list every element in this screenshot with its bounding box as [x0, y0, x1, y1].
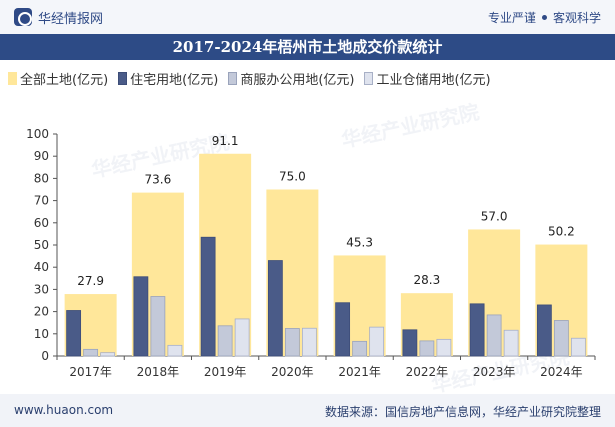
bar-industrial	[167, 344, 183, 357]
bar-residential	[66, 310, 82, 357]
x-tick-label: 2018年	[137, 365, 180, 379]
bar-commercial	[217, 325, 233, 357]
legend-item: 全部土地(亿元)	[8, 69, 108, 88]
bar-residential	[536, 304, 552, 357]
tagline: 专业严谨 客观科学	[488, 9, 601, 26]
footer-website[interactable]: www.huaon.com	[14, 403, 114, 417]
bar-residential	[469, 303, 485, 357]
bar-residential	[267, 260, 283, 357]
bar-commercial	[553, 320, 569, 357]
bar-residential	[133, 276, 149, 357]
bar-industrial	[369, 326, 385, 357]
bar-commercial	[352, 340, 368, 357]
y-tick-label: 50	[34, 238, 49, 252]
legend-label: 商服办公用地(亿元)	[240, 72, 355, 88]
data-label-total: 57.0	[481, 209, 508, 223]
footer-source: 数据来源：国信房地产信息网，华经产业研究院整理	[324, 405, 601, 419]
tagline-right: 客观科学	[552, 11, 601, 25]
data-label-total: 75.0	[279, 170, 306, 184]
x-tick-label: 2024年	[540, 365, 583, 379]
bar-industrial	[570, 337, 586, 357]
y-tick-label: 90	[34, 149, 49, 163]
brand: 华经情报网	[14, 7, 103, 27]
bar-residential	[335, 302, 351, 357]
legend-swatch	[8, 71, 17, 85]
tagline-left: 专业严谨	[487, 11, 536, 25]
bar-chart: 0 10 20 30 40 50 60 70 80 90 100 27.9 2017年 73.6 2018年…	[26, 127, 596, 379]
data-label-total: 50.2	[548, 225, 575, 239]
legend-swatch	[228, 71, 238, 85]
x-tick-label: 2023年	[473, 365, 516, 379]
y-tick-label: 100	[26, 127, 49, 141]
bar-commercial	[150, 296, 166, 357]
legend-label: 全部土地(亿元)	[20, 72, 109, 88]
y-tick-label: 10	[34, 327, 49, 341]
chart-title: 2017-2024年梧州市土地成交价款统计	[0, 34, 615, 60]
y-tick-label: 80	[34, 171, 49, 185]
huajing-logo-icon	[14, 8, 32, 26]
y-tick-label: 60	[34, 216, 49, 230]
legend-item: 商服办公用地(亿元)	[228, 69, 354, 88]
legend-label: 工业仓储用地(亿元)	[376, 72, 491, 88]
bar-commercial	[284, 328, 300, 357]
legend-item: 工业仓储用地(亿元)	[364, 69, 491, 88]
data-label-total: 73.6	[145, 173, 172, 187]
separator-dot-icon	[541, 15, 547, 20]
data-label-total: 27.9	[77, 274, 104, 288]
bar-residential	[200, 236, 216, 357]
chart-legend: 全部土地(亿元) 住宅用地(亿元) 商服办公用地(亿元) 工业仓储用地(亿元)	[8, 68, 608, 88]
x-tick-label: 2020年	[271, 365, 314, 379]
y-tick-label: 40	[34, 260, 49, 274]
bar-industrial	[301, 327, 317, 357]
x-tick-label: 2019年	[204, 365, 247, 379]
bar-industrial	[100, 352, 116, 357]
footer: www.huaon.com 数据来源：国信房地产信息网，华经产业研究院整理	[0, 394, 615, 427]
bar-residential	[402, 329, 418, 357]
bar-industrial	[436, 338, 452, 357]
bar-commercial	[486, 314, 502, 357]
legend-item: 住宅用地(亿元)	[118, 69, 218, 88]
y-tick-label: 70	[34, 194, 49, 208]
bar-commercial	[83, 348, 99, 357]
bar-industrial	[503, 329, 519, 357]
x-tick-label: 2017年	[69, 365, 112, 379]
data-label-total: 91.1	[212, 134, 239, 148]
bar-commercial	[419, 340, 435, 357]
legend-swatch	[118, 71, 128, 85]
x-tick-label: 2022年	[406, 365, 449, 379]
y-tick-label: 30	[34, 282, 49, 296]
y-tick-label: 0	[41, 349, 49, 363]
bar-industrial	[234, 318, 250, 357]
y-tick-label: 20	[34, 305, 49, 319]
legend-label: 住宅用地(亿元)	[130, 72, 219, 88]
data-label-total: 28.3	[414, 273, 441, 287]
top-bar: 华经情报网 专业严谨 客观科学	[0, 0, 615, 34]
legend-swatch	[364, 71, 374, 85]
x-tick-label: 2021年	[338, 365, 381, 379]
brand-name: 华经情报网	[38, 11, 104, 27]
data-label-total: 45.3	[346, 235, 373, 249]
